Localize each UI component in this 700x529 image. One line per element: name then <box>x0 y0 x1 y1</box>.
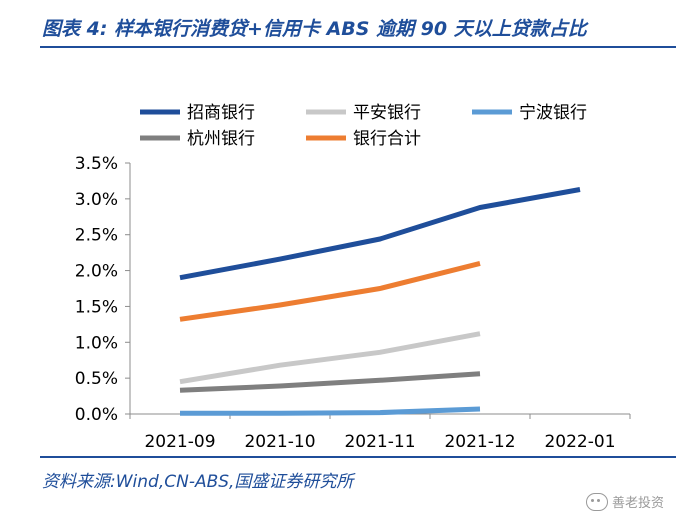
series-line <box>179 187 581 281</box>
legend-label: 银行合计 <box>353 129 421 149</box>
chart-title: 图表 4: 样本银行消费贷+信用卡 ABS 逾期 90 天以上贷款占比 <box>42 18 587 40</box>
y-tick-label: 3.0% <box>75 190 118 210</box>
y-tick-label: 0.0% <box>75 405 118 425</box>
series-line <box>179 371 481 393</box>
x-tick-label: 2021-12 <box>444 432 515 452</box>
x-tick-label: 2021-11 <box>344 432 415 452</box>
x-tick-label: 2022-01 <box>544 432 615 452</box>
y-tick-label: 3.5% <box>75 154 118 174</box>
y-tick-label: 1.5% <box>75 297 118 317</box>
source-divider <box>40 456 676 458</box>
legend-label: 宁波银行 <box>519 103 587 123</box>
source-note: 资料来源:Wind,CN-ABS,国盛证券研究所 <box>42 472 354 492</box>
title-divider <box>40 46 676 48</box>
legend-label: 平安银行 <box>353 103 421 123</box>
x-tick-label: 2021-10 <box>244 432 315 452</box>
y-tick-label: 2.0% <box>75 262 118 282</box>
y-tick-label: 1.0% <box>75 333 118 353</box>
watermark-text: 善老投资 <box>612 496 665 511</box>
axes: 0.0% 0.5% 1.0% 1.5% 2.0% 2.5% 3.0% 3.5% 2021-09 2… <box>75 154 631 452</box>
series-line <box>180 406 481 416</box>
series-lines <box>179 187 581 416</box>
legend-label: 杭州银行 <box>187 129 255 149</box>
series-line <box>179 260 481 322</box>
series-line <box>179 331 481 385</box>
watermark: 善老投资 <box>586 492 664 511</box>
y-tick-label: 0.5% <box>75 369 118 389</box>
legend-label: 招商银行 <box>187 103 255 123</box>
y-tick-label: 2.5% <box>75 226 118 246</box>
x-tick-label: 2021-09 <box>144 432 215 452</box>
wechat-icon <box>586 492 608 511</box>
